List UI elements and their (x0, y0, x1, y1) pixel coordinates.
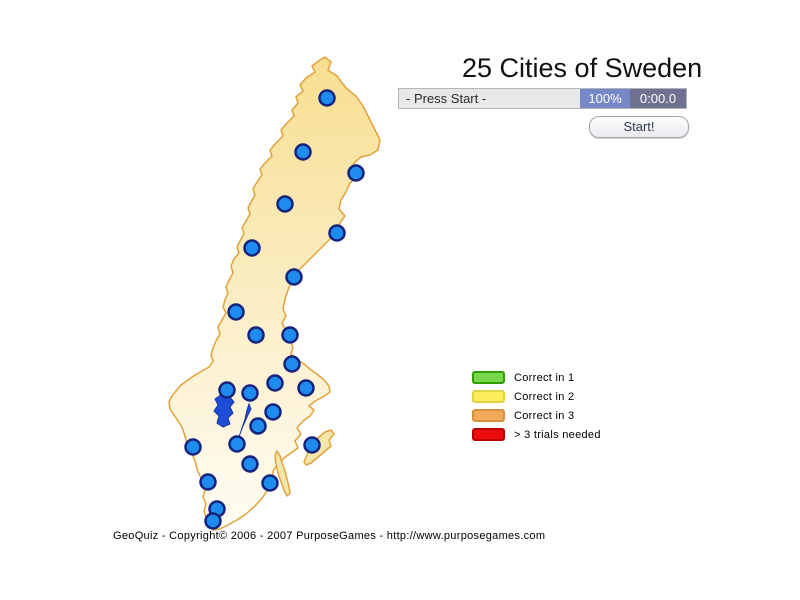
legend-label: > 3 trials needed (514, 428, 601, 441)
legend-swatch (472, 371, 505, 384)
footer-text: GeoQuiz - Copyright© 2006 - 2007 Purpose… (113, 530, 546, 542)
city-dot[interactable] (283, 355, 301, 373)
legend-label: Correct in 2 (514, 390, 575, 403)
city-dots (184, 89, 365, 530)
city-dot[interactable] (297, 379, 315, 397)
city-dot[interactable] (184, 438, 202, 456)
legend-label: Correct in 1 (514, 371, 575, 384)
city-dot[interactable] (199, 473, 217, 491)
legend-row: > 3 trials needed (472, 428, 601, 441)
legend-label: Correct in 3 (514, 409, 575, 422)
city-dot[interactable] (261, 474, 279, 492)
legend-swatch (472, 409, 505, 422)
island-oland (274, 450, 291, 497)
city-dot[interactable] (347, 164, 365, 182)
city-dot[interactable] (328, 224, 346, 242)
city-dot[interactable] (285, 268, 303, 286)
sweden-map[interactable] (160, 40, 400, 540)
city-dot[interactable] (204, 512, 222, 530)
city-dot[interactable] (241, 455, 259, 473)
status-timer: 0:00.0 (630, 89, 686, 108)
city-dot[interactable] (276, 195, 294, 213)
status-bar: - Press Start - 100% 0:00.0 (398, 88, 687, 109)
city-dot[interactable] (241, 384, 259, 402)
city-dot[interactable] (264, 403, 282, 421)
city-dot[interactable] (218, 381, 236, 399)
city-dot[interactable] (281, 326, 299, 344)
lake-vanern (213, 393, 235, 428)
status-percent: 100% (580, 89, 630, 108)
city-dot[interactable] (243, 239, 261, 257)
legend-swatch (472, 428, 505, 441)
city-dot[interactable] (247, 326, 265, 344)
legend-row: Correct in 3 (472, 409, 601, 422)
sweden-mainland (168, 56, 381, 531)
city-dot[interactable] (294, 143, 312, 161)
start-button[interactable]: Start! (589, 116, 689, 138)
lake-vattern (238, 402, 252, 438)
legend-row: Correct in 2 (472, 390, 601, 403)
city-dot[interactable] (228, 435, 246, 453)
city-dot[interactable] (303, 436, 321, 454)
city-dot[interactable] (227, 303, 245, 321)
city-dot[interactable] (249, 417, 267, 435)
status-message: - Press Start - (399, 89, 580, 108)
city-dot[interactable] (266, 374, 284, 392)
legend: Correct in 1 Correct in 2 Correct in 3 > 3 … (472, 371, 601, 447)
legend-row: Correct in 1 (472, 371, 601, 384)
city-dot[interactable] (318, 89, 336, 107)
page-title: 25 Cities of Sweden (462, 53, 703, 83)
legend-swatch (472, 390, 505, 403)
